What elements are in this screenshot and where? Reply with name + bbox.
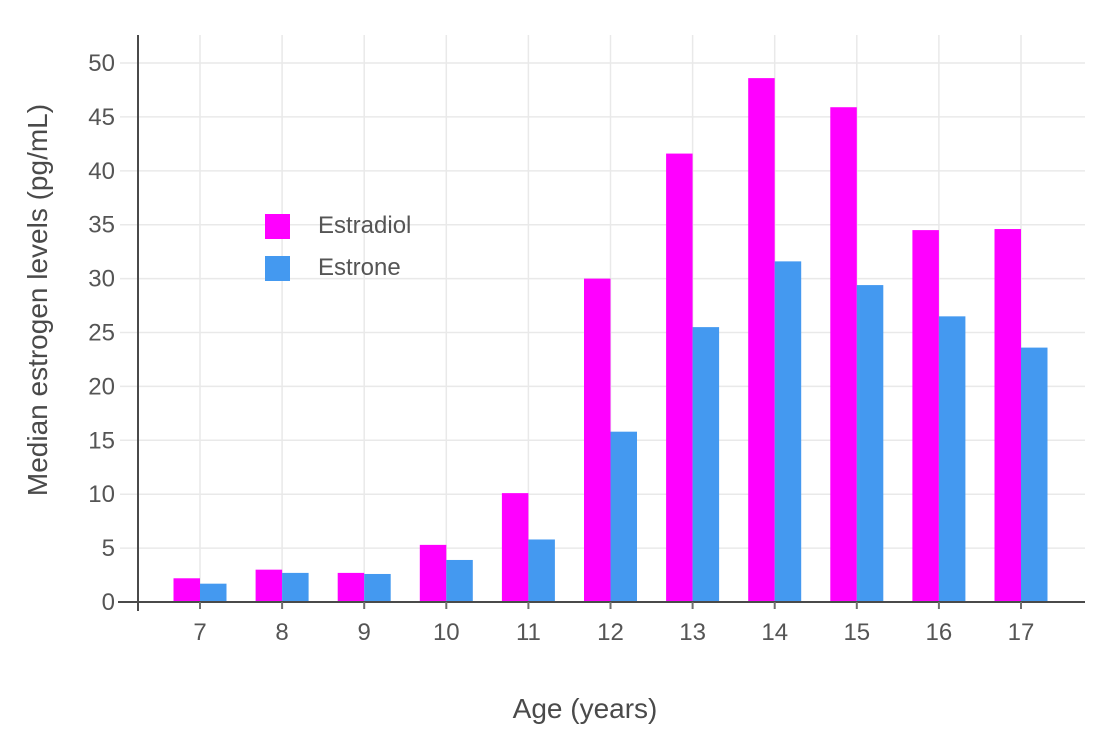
bar-estrone-age-14 bbox=[774, 261, 802, 602]
bar-estrone-age-7 bbox=[200, 583, 227, 602]
x-tick-label: 7 bbox=[193, 619, 206, 646]
bar-estrone-age-13 bbox=[692, 327, 720, 602]
x-tick-label: 14 bbox=[761, 619, 788, 646]
legend-swatch-estradiol bbox=[265, 213, 290, 239]
bar-estradiol-age-12 bbox=[584, 278, 611, 602]
bar-estradiol-age-7 bbox=[173, 578, 200, 602]
y-axis-title: Median estrogen levels (pg/mL) bbox=[22, 103, 53, 497]
x-axis-title: Age (years) bbox=[512, 693, 658, 724]
legend-label: Estrone bbox=[318, 254, 401, 281]
legend-swatch-estrone bbox=[265, 255, 290, 281]
x-tick-label: 10 bbox=[433, 619, 460, 646]
bar-estradiol-age-15 bbox=[830, 107, 857, 602]
bar-estrone-age-17 bbox=[1021, 347, 1048, 602]
x-tick-label: 9 bbox=[358, 619, 371, 646]
x-tick-label: 11 bbox=[516, 619, 541, 646]
y-tick-label: 10 bbox=[88, 481, 115, 508]
legend-label: Estradiol bbox=[318, 212, 412, 239]
x-tick-label: 12 bbox=[597, 619, 624, 646]
bar-estrone-age-8 bbox=[282, 572, 309, 602]
y-tick-label: 45 bbox=[88, 104, 115, 131]
bar-estrone-age-16 bbox=[938, 316, 966, 602]
bar-estrone-age-12 bbox=[610, 431, 637, 602]
y-tick-label: 15 bbox=[88, 427, 115, 454]
bar-estrone-age-10 bbox=[446, 559, 473, 602]
legend: Estradiol Estrone bbox=[265, 212, 411, 296]
bar-estrone-age-9 bbox=[364, 573, 391, 602]
bar-estradiol-age-17 bbox=[994, 229, 1021, 603]
x-tick-label: 8 bbox=[275, 619, 288, 646]
x-tick-label: 16 bbox=[926, 619, 953, 646]
bar-estrone-age-15 bbox=[856, 285, 884, 602]
y-tick-label: 25 bbox=[88, 320, 115, 347]
bar-estradiol-age-14 bbox=[748, 78, 775, 603]
bar-estradiol-age-10 bbox=[419, 544, 447, 602]
y-tick-label: 0 bbox=[102, 589, 115, 616]
y-tick-label: 30 bbox=[88, 266, 115, 293]
x-tick-label: 15 bbox=[843, 619, 870, 646]
y-tick-label: 35 bbox=[88, 212, 115, 239]
y-tick-label: 40 bbox=[88, 158, 115, 185]
bar-estradiol-age-11 bbox=[501, 493, 529, 602]
y-tick-label: 20 bbox=[88, 373, 115, 400]
bar-estrone-age-11 bbox=[528, 539, 555, 602]
legend-item-estradiol[interactable]: Estradiol bbox=[265, 212, 411, 240]
bar-estradiol-age-9 bbox=[337, 572, 365, 602]
y-tick-label: 5 bbox=[102, 535, 115, 562]
bar-estradiol-age-13 bbox=[666, 153, 693, 602]
x-tick-label: 13 bbox=[679, 619, 706, 646]
bar-estradiol-age-16 bbox=[912, 230, 939, 602]
y-tick-label: 50 bbox=[88, 50, 115, 77]
legend-item-estrone[interactable]: Estrone bbox=[265, 254, 411, 282]
x-tick-label: 17 bbox=[1008, 619, 1035, 646]
bar-estradiol-age-8 bbox=[255, 569, 283, 602]
